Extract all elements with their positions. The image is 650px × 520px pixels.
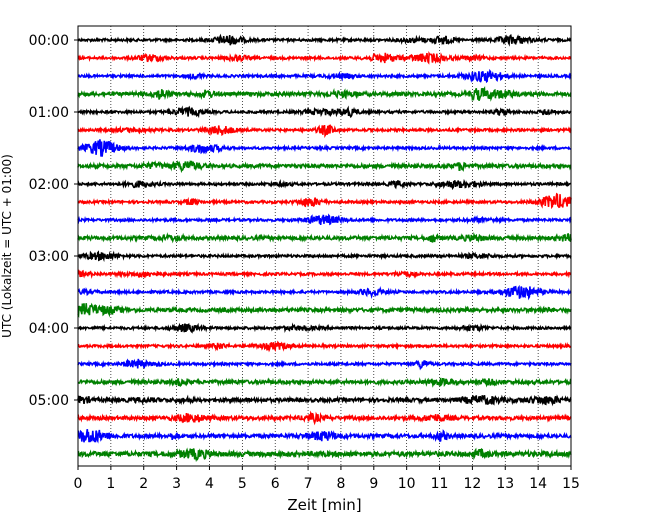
y-tick-label: 04:00 (29, 321, 69, 337)
trace-0430 (77, 358, 572, 371)
y-tick-label: 03:00 (29, 249, 69, 265)
plot-frame (77, 25, 572, 467)
x-tick-label: 15 (562, 476, 580, 492)
trace-0545 (77, 447, 572, 463)
trace-0145 (77, 159, 572, 174)
trace-0215 (77, 192, 572, 210)
x-tick-label: 10 (398, 476, 416, 492)
trace-0030 (77, 68, 572, 84)
x-tick-label: 9 (369, 476, 378, 492)
trace-0015 (77, 50, 572, 65)
trace-0100 (77, 105, 572, 119)
y-axis-ticks: 00:00 01:00 02:00 03:00 04:00 05:00 (29, 33, 78, 409)
y-tick-label: 01:00 (29, 105, 69, 121)
x-tick-label: 6 (271, 476, 280, 492)
x-tick-label: 2 (139, 476, 148, 492)
trace-0445 (77, 377, 572, 388)
x-axis-label: Zeit [min] (287, 496, 361, 514)
trace-0045 (77, 85, 572, 102)
x-tick-label: 13 (496, 476, 514, 492)
x-tick-label: 1 (106, 476, 115, 492)
trace-0000 (77, 33, 572, 47)
x-tick-label: 7 (304, 476, 313, 492)
x-tick-label: 11 (431, 476, 449, 492)
y-tick-label: 02:00 (29, 177, 69, 193)
x-tick-label: 8 (336, 476, 345, 492)
traces (77, 33, 572, 463)
trace-0500 (77, 394, 572, 407)
trace-0245 (77, 231, 572, 244)
trace-0530 (77, 429, 572, 444)
trace-0330 (77, 284, 572, 301)
trace-0315 (77, 269, 572, 279)
trace-0230 (77, 213, 572, 226)
trace-0400 (77, 322, 572, 334)
y-tick-label: 00:00 (29, 33, 69, 49)
trace-0130 (77, 139, 572, 157)
x-axis-ticks: 0 1 2 3 4 5 6 7 8 9 10 11 12 13 14 15 (74, 466, 580, 492)
trace-0300 (77, 250, 572, 263)
y-tick-label: 05:00 (29, 393, 69, 409)
trace-0345 (77, 302, 572, 318)
grid-lines (110, 26, 539, 466)
x-tick-label: 12 (463, 476, 481, 492)
x-tick-label: 4 (205, 476, 214, 492)
x-tick-label: 5 (238, 476, 247, 492)
x-tick-label: 3 (172, 476, 181, 492)
trace-0515 (77, 410, 572, 426)
trace-0115 (77, 123, 572, 139)
trace-0200 (77, 178, 572, 191)
x-tick-label: 14 (529, 476, 547, 492)
trace-0415 (77, 340, 572, 353)
x-tick-label: 0 (74, 476, 83, 492)
y-axis-label: UTC (Lokalzeit = UTC + 01:00) (0, 154, 14, 338)
